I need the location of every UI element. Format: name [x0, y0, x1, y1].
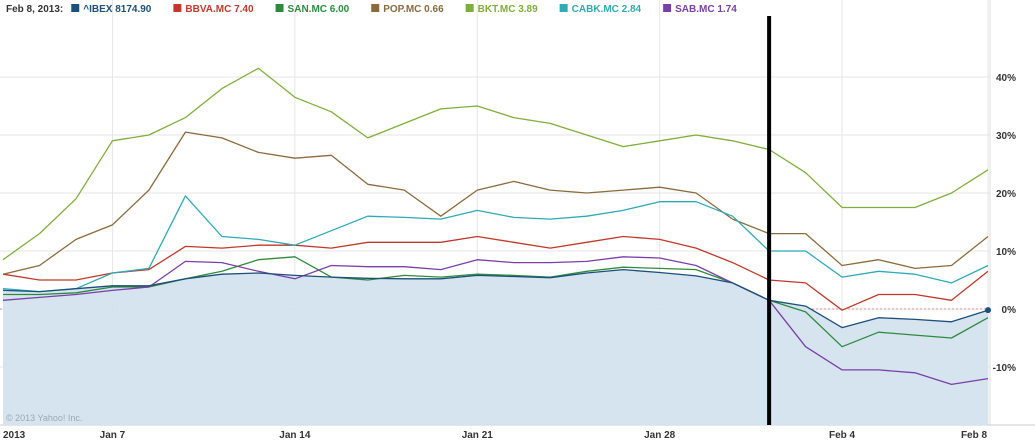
- series-endpoint-marker: [985, 307, 991, 314]
- legend-entry: POP.MC 0.66: [371, 4, 444, 15]
- legend-swatch: [173, 4, 182, 12]
- legend-swatch: [559, 4, 568, 12]
- x-axis-ticks: 2013 Jan 7 Jan 14 Jan 21 Jan 28 Feb 4 Feb 8: [3, 430, 987, 441]
- x-tick-label: Jan 7: [100, 430, 126, 441]
- x-tick-label: Jan 21: [462, 430, 494, 441]
- y-tick-label: 30%: [996, 131, 1016, 142]
- legend-label: POP.MC 0.66: [383, 4, 444, 15]
- legend-entry: ^IBEX 8174.90: [71, 4, 152, 15]
- copyright-watermark: © 2013 Yahoo! Inc.: [6, 413, 82, 423]
- legend-label: ^IBEX 8174.90: [83, 4, 152, 15]
- x-tick-label: Feb 8: [961, 430, 988, 441]
- x-tick-label: Jan 28: [644, 430, 676, 441]
- legend-label: BBVA.MC 7.40: [185, 4, 254, 15]
- series-line-bbvamc: [2, 235, 989, 311]
- legend-label: SAN.MC 6.00: [288, 4, 350, 15]
- legend-label: SAB.MC 1.74: [675, 4, 737, 15]
- legend-label: CABK.MC 2.84: [572, 4, 642, 15]
- x-tick-label: 2013: [3, 430, 26, 441]
- series-lines: [2, 67, 991, 386]
- series-area-ibex: [3, 269, 988, 425]
- legend-swatch: [71, 4, 80, 12]
- legend-entry: CABK.MC 2.84: [559, 4, 642, 15]
- series-line-bktmc: [2, 67, 989, 261]
- legend-swatch: [275, 4, 284, 12]
- y-tick-label: 40%: [996, 73, 1016, 84]
- series-line-ibex: [2, 268, 989, 329]
- legend-swatch: [371, 4, 380, 12]
- y-tick-label: 10%: [996, 247, 1016, 258]
- y-axis-ticks: 40% 30% 20% 10% 0% -10%: [993, 73, 1016, 374]
- legend-entry: SAB.MC 1.74: [663, 4, 737, 15]
- legend-entry: SAN.MC 6.00: [275, 4, 350, 15]
- legend-label: BKT.MC 3.89: [478, 4, 538, 15]
- legend-entry: BKT.MC 3.89: [465, 4, 538, 15]
- legend: Feb 8, 2013: ^IBEX 8174.90 BBVA.MC 7.40 SA…: [6, 4, 737, 15]
- legend-swatch: [465, 4, 474, 12]
- y-tick-label: -10%: [993, 363, 1016, 374]
- series-line-cabkmc: [2, 195, 989, 293]
- y-tick-label: 0%: [1002, 305, 1017, 316]
- series-line-sabmc: [2, 256, 989, 386]
- y-tick-label: 20%: [996, 189, 1016, 200]
- series-line-popmc: [2, 131, 989, 275]
- legend-swatch: [663, 4, 672, 12]
- legend-entry: BBVA.MC 7.40: [173, 4, 254, 15]
- area-layer: [3, 269, 988, 425]
- x-tick-label: Feb 4: [829, 430, 856, 441]
- legend-date-label: Feb 8, 2013:: [6, 4, 63, 15]
- x-tick-label: Jan 14: [279, 430, 311, 441]
